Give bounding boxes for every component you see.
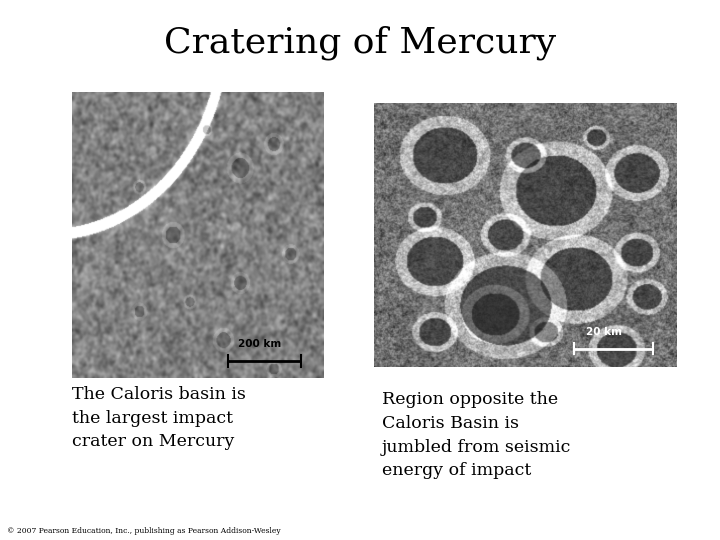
Text: 20 km: 20 km: [586, 327, 622, 338]
Text: Region opposite the
Caloris Basin is
jumbled from seismic
energy of impact: Region opposite the Caloris Basin is jum…: [382, 392, 571, 479]
Text: © 2007 Pearson Education, Inc., publishing as Pearson Addison-Wesley: © 2007 Pearson Education, Inc., publishi…: [7, 526, 281, 535]
Text: Cratering of Mercury: Cratering of Mercury: [164, 26, 556, 60]
Text: The Caloris basin is
the largest impact
crater on Mercury: The Caloris basin is the largest impact …: [72, 386, 246, 450]
Text: 200 km: 200 km: [238, 339, 282, 348]
